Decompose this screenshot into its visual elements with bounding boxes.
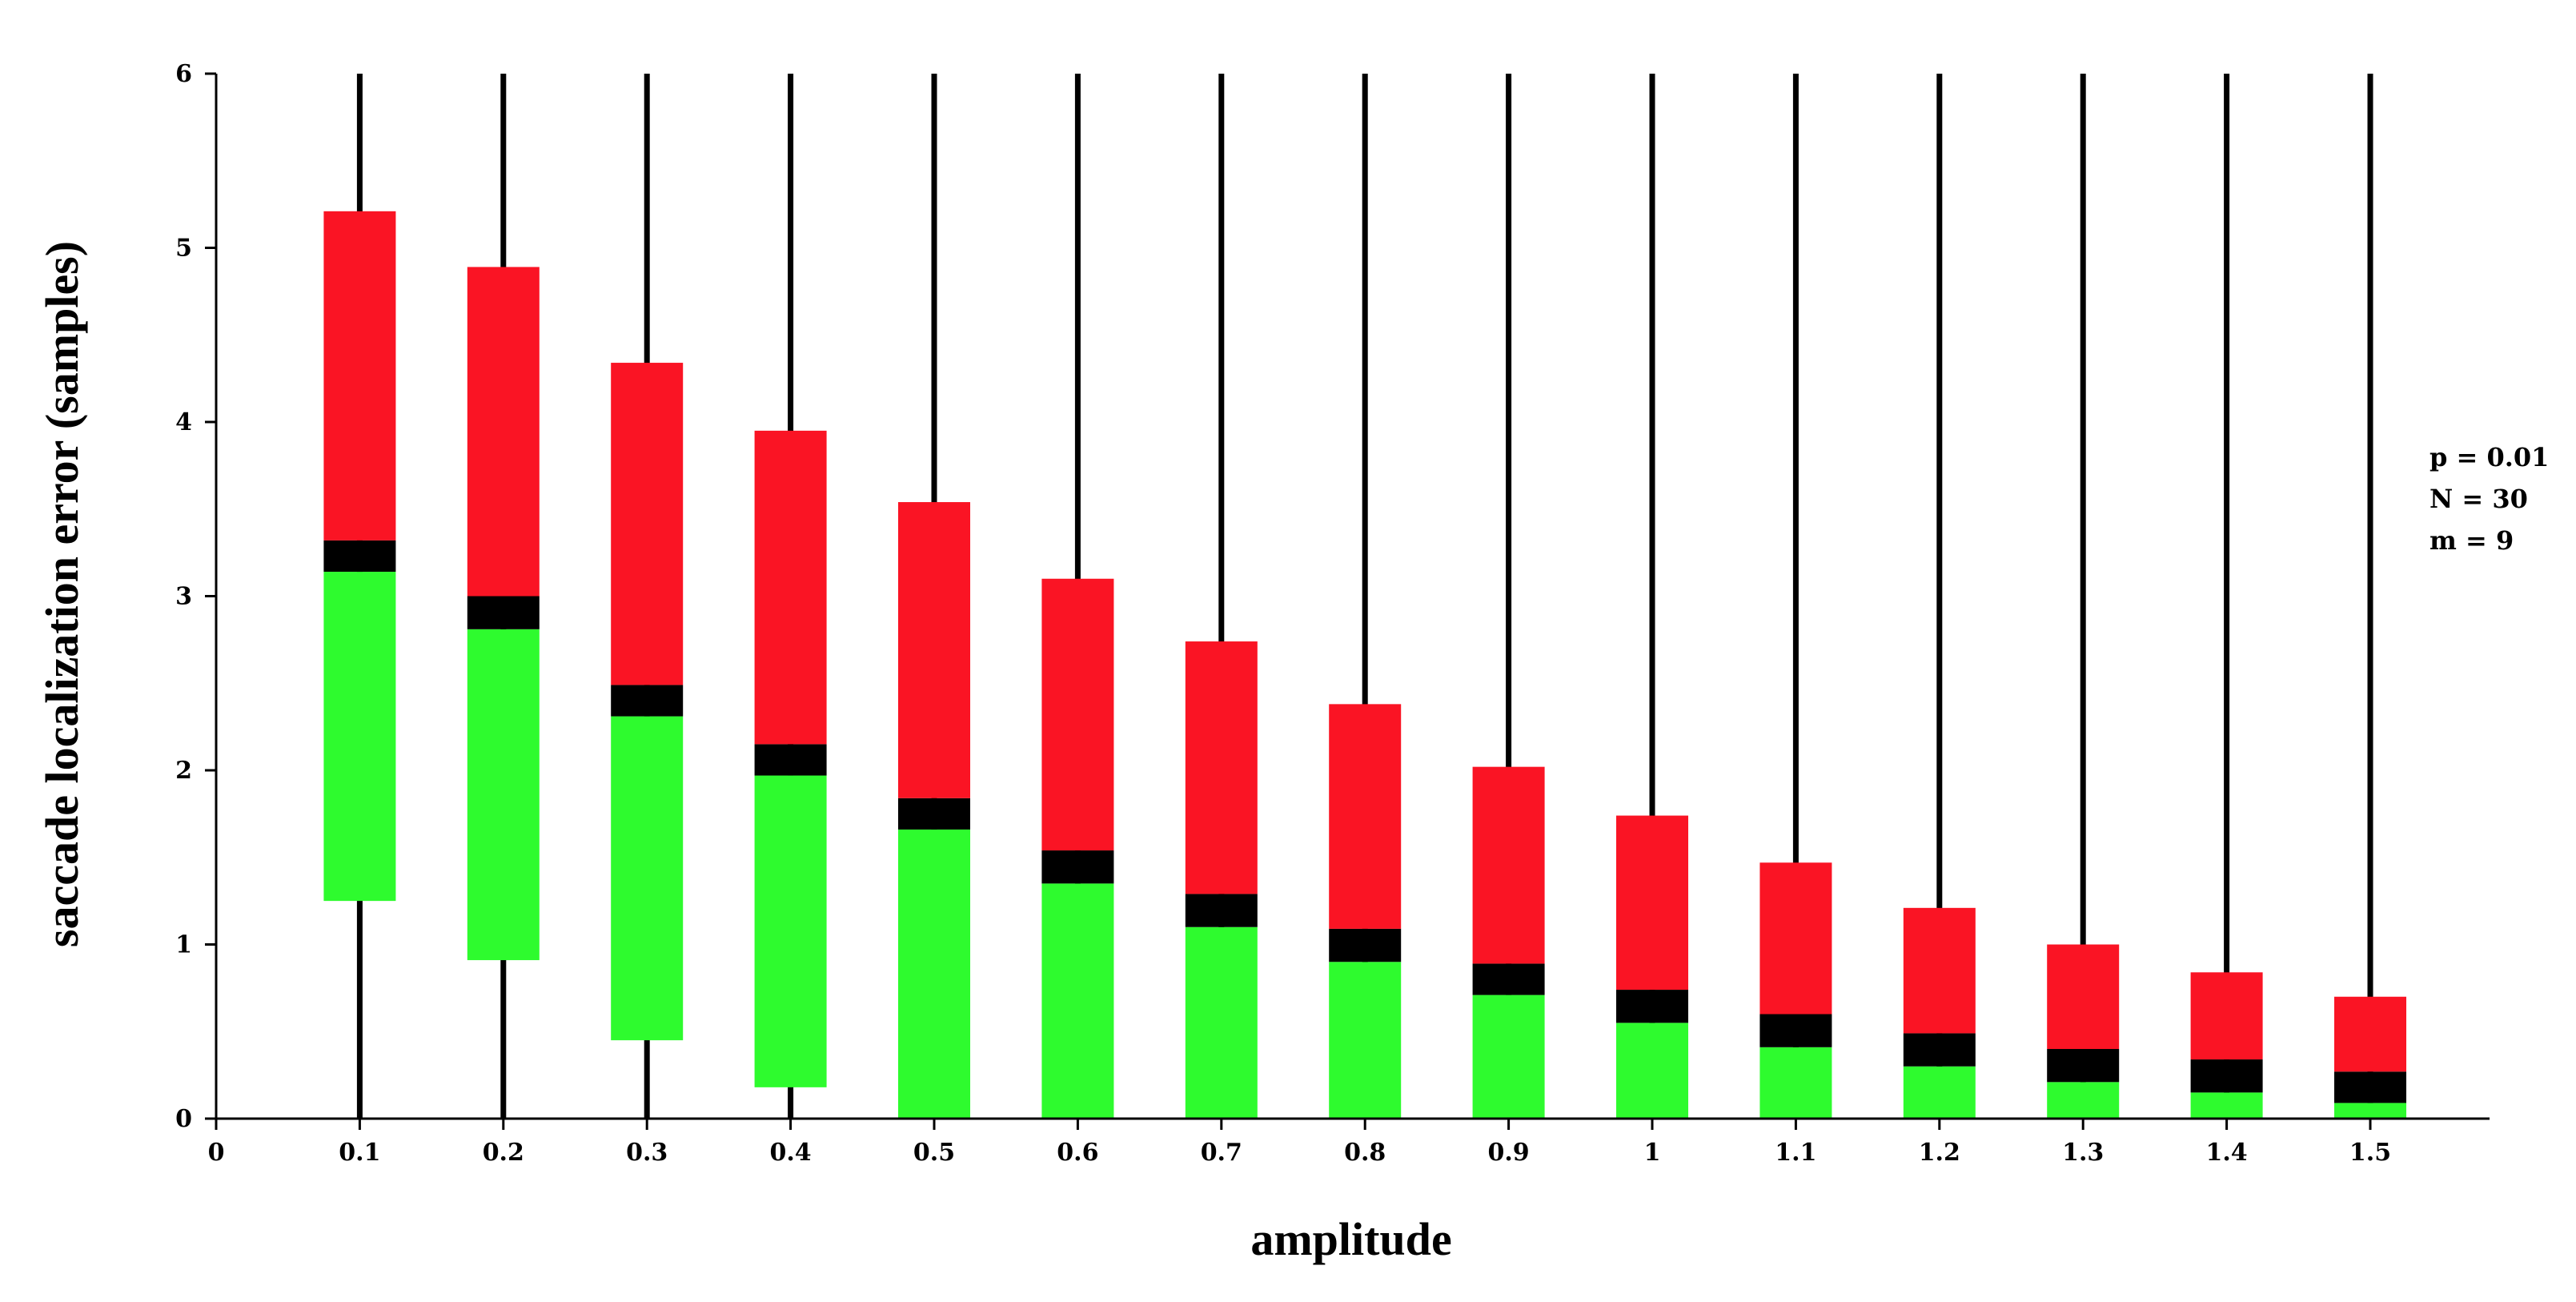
bar-lower-segment [754, 775, 827, 1087]
bar-median-segment [1903, 1033, 1976, 1067]
y-tick-label: 0 [175, 1105, 192, 1133]
x-tick-label: 0.7 [1201, 1139, 1242, 1167]
bar-lower-segment [1185, 926, 1258, 1119]
bar-lower-segment [2190, 1092, 2263, 1119]
x-tick-label: 0.6 [1057, 1139, 1098, 1167]
bar-upper-segment [898, 502, 970, 798]
y-axis-title: saccade localization error (samples) [36, 241, 88, 947]
bar-upper-segment [1903, 907, 1976, 1034]
bar-upper-segment [2047, 944, 2120, 1049]
x-tick-label: 0.9 [1487, 1139, 1529, 1167]
x-tick-label: 1.2 [1919, 1139, 1960, 1167]
bar-upper-segment [2190, 972, 2263, 1060]
x-tick-label: 0.4 [769, 1139, 811, 1167]
bar-upper-segment [467, 267, 540, 597]
stats-annotation: p = 0.01 N = 30 m = 9 [2430, 442, 2549, 556]
x-tick-label: 0.8 [1344, 1139, 1386, 1167]
bar-median-segment [1759, 1014, 1832, 1047]
bar-upper-segment [1329, 704, 1402, 929]
bar-lower-segment [1472, 995, 1545, 1119]
bar-lower-segment [1903, 1066, 1976, 1119]
bar-upper-segment [611, 363, 684, 685]
bar-median-segment [898, 798, 970, 830]
bar-upper-segment [2334, 996, 2406, 1072]
bar-median-segment [611, 685, 684, 717]
bar-median-segment [1185, 894, 1258, 927]
annotation-m: m = 9 [2430, 525, 2514, 556]
bar-median-segment [323, 540, 396, 573]
x-axis-title: amplitude [1250, 1213, 1451, 1265]
y-tick-label: 5 [175, 235, 192, 263]
y-tick-label: 3 [175, 583, 192, 611]
y-tick-label: 4 [175, 408, 192, 436]
x-tick-label: 0.2 [483, 1139, 524, 1167]
y-tick-label: 2 [175, 757, 192, 785]
annotation-p: p = 0.01 [2430, 442, 2549, 472]
bar-median-segment [1041, 850, 1114, 884]
bar-median-segment [1616, 990, 1688, 1023]
bar-upper-segment [754, 430, 827, 745]
bar-upper-segment [1041, 578, 1114, 851]
bar-median-segment [2047, 1049, 2120, 1083]
x-tick-label: 1.4 [2205, 1139, 2247, 1167]
y-tick-label: 1 [175, 931, 192, 959]
bar-lower-segment [898, 829, 970, 1119]
bar-lower-segment [1041, 883, 1114, 1119]
x-tick-label: 0 [208, 1139, 225, 1167]
bar-upper-segment [323, 211, 396, 540]
bar-group [323, 211, 2406, 1119]
x-tick-label: 1.1 [1775, 1139, 1816, 1167]
bar-median-segment [1472, 963, 1545, 995]
x-tick-label: 1.5 [2349, 1139, 2391, 1167]
bar-lower-segment [2047, 1082, 2120, 1119]
y-tick-group: 0 1 2 3 4 5 6 [175, 60, 216, 1133]
bar-lower-segment [2334, 1103, 2406, 1119]
x-tick-label: 0.3 [626, 1139, 668, 1167]
bar-upper-segment [1759, 862, 1832, 1015]
bar-lower-segment [1616, 1023, 1688, 1119]
bar-median-segment [2190, 1059, 2263, 1093]
bar-upper-segment [1472, 766, 1545, 964]
bar-median-segment [754, 744, 827, 776]
bar-median-segment [1329, 928, 1402, 962]
annotation-n: N = 30 [2430, 484, 2528, 514]
bar-lower-segment [1759, 1047, 1832, 1119]
x-tick-group: 0 0.1 0.2 0.3 0.4 0.5 0.6 0.7 0.8 0.9 1 1.1 1.2 1.3 1.… [208, 1119, 2391, 1167]
bar-lower-segment [611, 716, 684, 1041]
bar-lower-segment [467, 629, 540, 961]
x-tick-label: 1.3 [2062, 1139, 2104, 1167]
bar-lower-segment [1329, 962, 1402, 1119]
bar-upper-segment [1616, 815, 1688, 991]
x-tick-label: 1 [1644, 1139, 1661, 1167]
bar-median-segment [2334, 1071, 2406, 1103]
bar-lower-segment [323, 572, 396, 902]
x-tick-label: 0.5 [913, 1139, 955, 1167]
bar-median-segment [467, 596, 540, 629]
bar-upper-segment [1185, 641, 1258, 894]
y-tick-label: 6 [175, 60, 192, 88]
x-tick-label: 0.1 [339, 1139, 380, 1167]
